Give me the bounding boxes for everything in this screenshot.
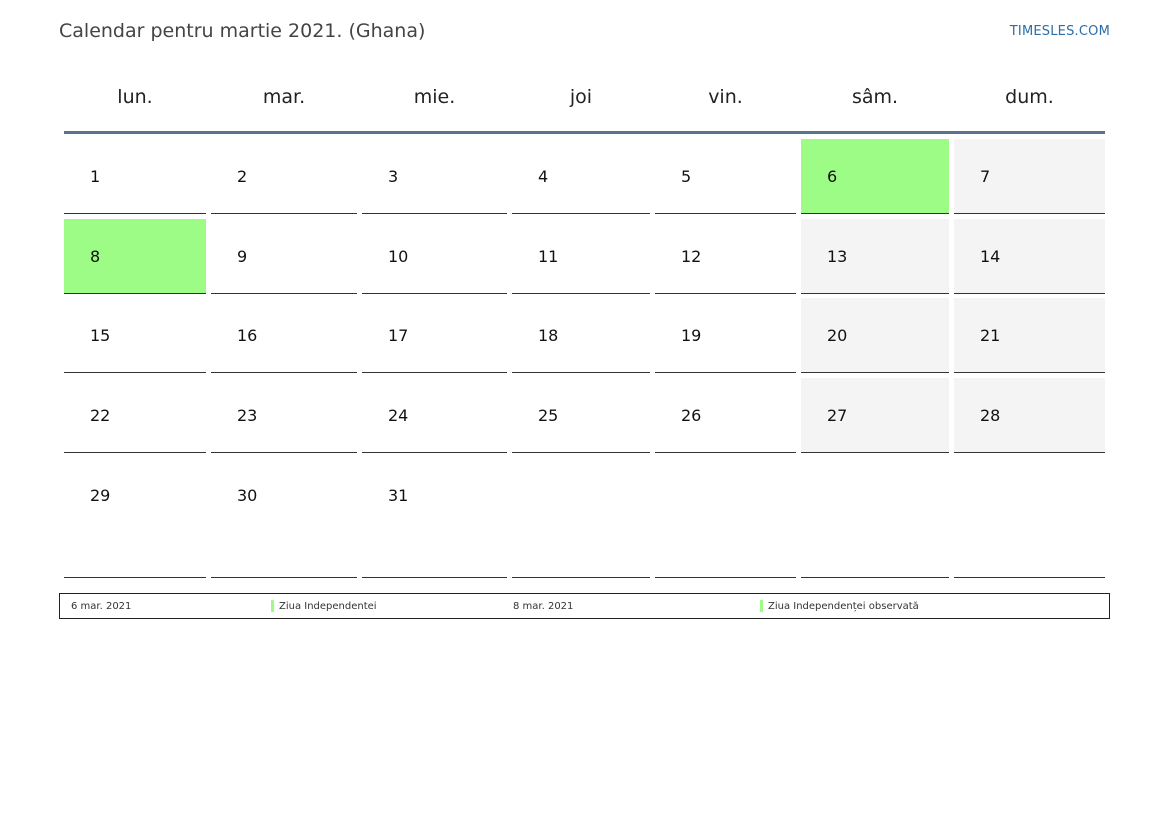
day-cell: 13 (801, 219, 949, 294)
day-number: 8 (90, 247, 101, 266)
day-cell: 19 (655, 298, 796, 373)
weekday-saturday: sâm. (851, 86, 899, 108)
day-number: 15 (90, 326, 111, 345)
day-cell: 31 (362, 458, 507, 578)
day-cell: 1 (64, 139, 206, 214)
header-divider (64, 131, 1105, 134)
holiday-color-marker (271, 600, 274, 612)
day-number: 30 (237, 486, 258, 505)
day-number: 31 (388, 486, 409, 505)
day-cell: 18 (512, 298, 650, 373)
day-number: 21 (980, 326, 1001, 345)
day-number: 28 (980, 406, 1001, 425)
day-number: 5 (681, 167, 692, 186)
day-number: 7 (980, 167, 991, 186)
weekday-friday: vin. (708, 86, 743, 108)
day-cell: 29 (64, 458, 206, 578)
day-cell: 5 (655, 139, 796, 214)
day-number: 2 (237, 167, 248, 186)
empty-day-cell (801, 458, 949, 578)
day-number: 12 (681, 247, 702, 266)
day-number: 24 (388, 406, 409, 425)
day-cell: 10 (362, 219, 507, 294)
day-cell: 7 (954, 139, 1105, 214)
day-number: 1 (90, 167, 101, 186)
brand-link[interactable]: TIMESLES.COM (1009, 24, 1110, 39)
empty-day-cell (512, 458, 650, 578)
day-number: 27 (827, 406, 848, 425)
weekday-tuesday: mar. (262, 86, 306, 108)
day-number: 22 (90, 406, 111, 425)
day-number: 13 (827, 247, 848, 266)
day-cell: 26 (655, 378, 796, 453)
legend-date: 8 mar. 2021 (513, 601, 574, 612)
day-cell: 12 (655, 219, 796, 294)
holiday-day-cell: 6 (801, 139, 949, 214)
day-number: 3 (388, 167, 399, 186)
day-cell: 15 (64, 298, 206, 373)
day-cell: 9 (211, 219, 357, 294)
holiday-color-marker (760, 600, 763, 612)
legend-holiday-name: Ziua Independenței observată (768, 601, 919, 612)
day-number: 29 (90, 486, 111, 505)
day-number: 4 (538, 167, 549, 186)
day-number: 11 (538, 247, 559, 266)
day-cell: 4 (512, 139, 650, 214)
day-number: 14 (980, 247, 1001, 266)
weekday-sunday: dum. (1005, 86, 1054, 108)
day-cell: 21 (954, 298, 1105, 373)
day-number: 23 (237, 406, 258, 425)
day-cell: 3 (362, 139, 507, 214)
day-cell: 25 (512, 378, 650, 453)
day-cell: 27 (801, 378, 949, 453)
day-number: 20 (827, 326, 848, 345)
day-number: 18 (538, 326, 559, 345)
day-number: 9 (237, 247, 248, 266)
legend-holiday-name: Ziua Independentei (279, 601, 377, 612)
day-number: 25 (538, 406, 559, 425)
day-cell: 11 (512, 219, 650, 294)
day-number: 10 (388, 247, 409, 266)
holiday-day-cell: 8 (64, 219, 206, 294)
day-cell: 2 (211, 139, 357, 214)
empty-day-cell (655, 458, 796, 578)
empty-day-cell (954, 458, 1105, 578)
legend-date: 6 mar. 2021 (71, 601, 132, 612)
day-number: 19 (681, 326, 702, 345)
day-cell: 17 (362, 298, 507, 373)
day-cell: 16 (211, 298, 357, 373)
day-number: 17 (388, 326, 409, 345)
day-number: 16 (237, 326, 258, 345)
day-cell: 23 (211, 378, 357, 453)
weekday-monday: lun. (117, 86, 153, 108)
weekday-wednesday: mie. (413, 86, 456, 108)
page-title: Calendar pentru martie 2021. (Ghana) (59, 20, 426, 42)
holiday-legend: 6 mar. 2021 Ziua Independentei 8 mar. 20… (59, 593, 1110, 619)
day-cell: 28 (954, 378, 1105, 453)
day-number: 6 (827, 167, 838, 186)
day-cell: 30 (211, 458, 357, 578)
weekday-thursday: joi (569, 86, 593, 108)
day-cell: 22 (64, 378, 206, 453)
day-number: 26 (681, 406, 702, 425)
day-cell: 24 (362, 378, 507, 453)
day-cell: 20 (801, 298, 949, 373)
day-cell: 14 (954, 219, 1105, 294)
